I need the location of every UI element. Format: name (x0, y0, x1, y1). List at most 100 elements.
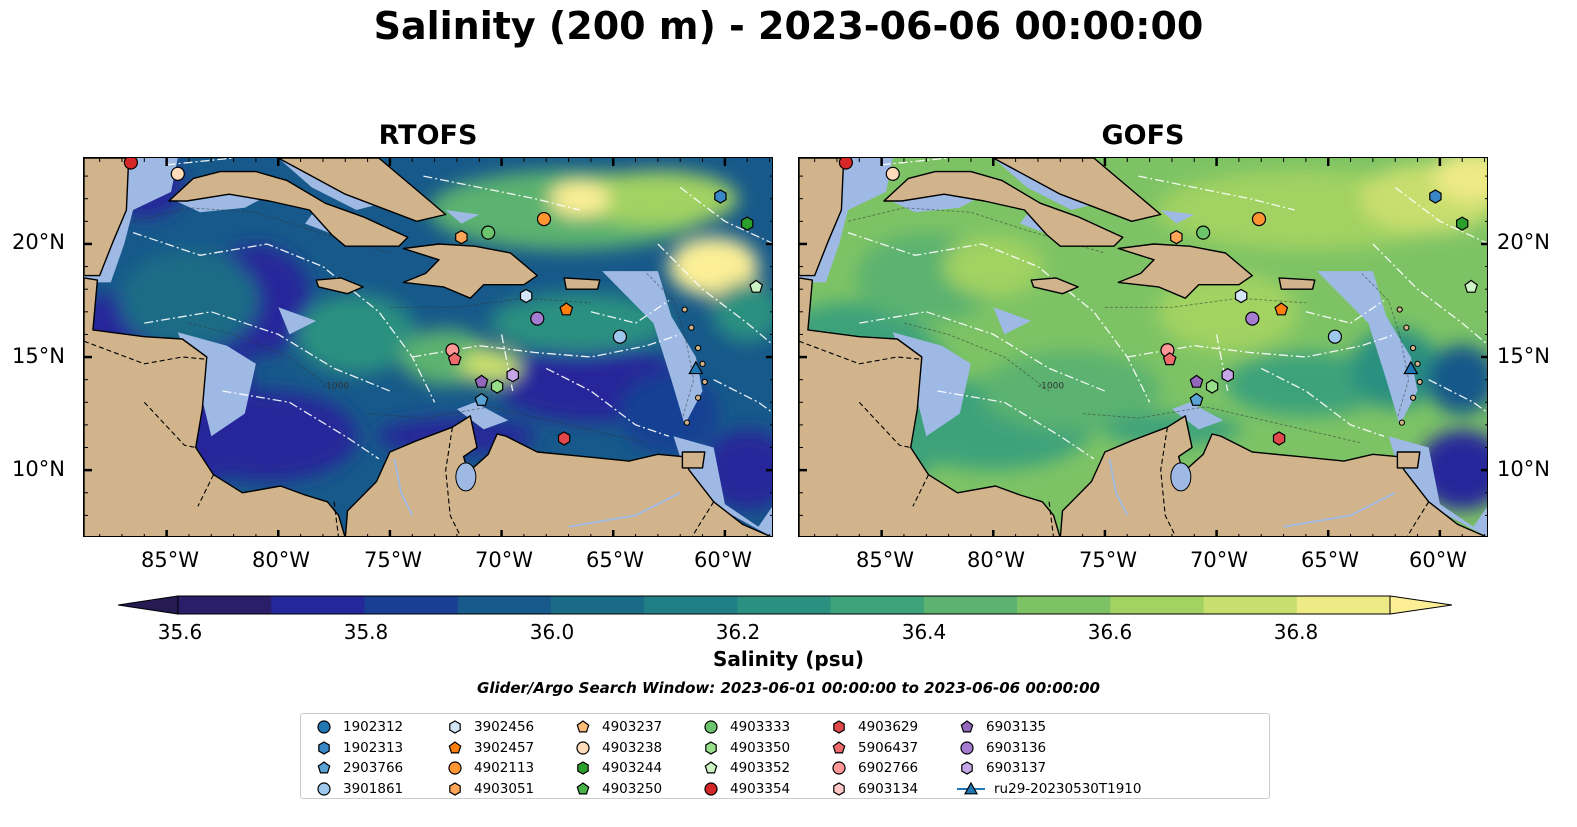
float-marker-4903333 (1196, 225, 1211, 240)
legend-item: 6903136 (956, 738, 1046, 758)
country-border (1048, 501, 1054, 536)
legend-marker-icon (704, 720, 718, 734)
legend-marker-icon (449, 720, 461, 734)
central-america-land (799, 277, 1061, 536)
river (568, 491, 681, 528)
lon-label-rtofs-75w: 75°W (364, 548, 422, 572)
main-title: Salinity (200 m) - 2023-06-06 00:00:00 (373, 4, 1204, 48)
lon-label-rtofs-65w: 65°W (586, 548, 644, 572)
legend-item: 6902766 (828, 758, 918, 778)
legend-marker (704, 781, 718, 796)
eez-boundary (545, 367, 670, 437)
legend-marker-icon (833, 720, 845, 734)
isobath-label: -1000 (1038, 382, 1064, 392)
float-marker-3902457 (559, 302, 574, 316)
lon-label-rtofs-80w: 80°W (252, 548, 310, 572)
float-marker-2903766 (1189, 392, 1204, 406)
colorbar-label: Salinity (psu) (712, 647, 864, 671)
country-border (445, 427, 462, 536)
legend-item: 4903350 (700, 738, 790, 758)
colorbar-tick: 36.2 (715, 620, 761, 644)
country-border (143, 401, 196, 449)
island (1396, 306, 1403, 313)
legend-marker (704, 720, 718, 734)
lake-maracaibo (455, 462, 477, 492)
legend-label: 5906437 (858, 739, 919, 756)
legend-item: 4903244 (572, 758, 662, 778)
legend-label: 4903051 (474, 780, 535, 797)
legend-marker (576, 781, 590, 794)
float-marker-4903352 (1464, 279, 1479, 293)
float-marker-4903238 (170, 166, 185, 181)
legend-label: 6902766 (858, 760, 919, 776)
lon-label-gofs-60w: 60°W (1409, 548, 1467, 572)
legend-marker (318, 740, 330, 755)
jamaica-land (1030, 277, 1079, 295)
country-border (84, 340, 207, 365)
lake-maracaibo (1170, 462, 1192, 492)
float-marker-4903354 (123, 158, 138, 170)
legend-item: 1902312 (313, 717, 403, 737)
legend-marker-icon (704, 781, 718, 796)
legend-label: 4903244 (602, 760, 663, 776)
legend-marker-icon (576, 740, 590, 755)
legend-item: 6903137 (956, 758, 1046, 778)
continental-shelf (1317, 271, 1418, 425)
hispaniola-land (402, 243, 538, 299)
colorbar-tick: 36.8 (1273, 620, 1319, 644)
legend-marker (317, 761, 331, 774)
legend-marker-icon (576, 720, 590, 733)
float-marker-4903051 (455, 230, 468, 245)
legend-label: 4902113 (474, 760, 535, 776)
float-marker-3902456 (1234, 288, 1248, 304)
colorbar-segment (178, 596, 272, 614)
legend-marker-icon (961, 761, 973, 775)
legend-item: 6903134 (828, 779, 918, 799)
legend-marker (832, 761, 846, 775)
continental-shelf (456, 402, 509, 430)
legend-label: 1902312 (343, 719, 404, 735)
legend-marker (833, 781, 845, 796)
island (681, 306, 688, 313)
lat-label-left-20: 20°N (12, 230, 65, 254)
legend-marker-icon (448, 740, 462, 753)
float-marker-1902313 (714, 189, 727, 204)
colorbar (117, 595, 1453, 615)
continental-shelf (602, 271, 703, 425)
legend-item: 4903238 (572, 738, 662, 758)
colorbar-segment (1110, 596, 1205, 614)
legend-marker-icon (317, 761, 331, 774)
eez-boundary (1138, 175, 1295, 211)
float-marker-6903135 (474, 374, 489, 388)
legend-marker-icon (576, 781, 590, 794)
island (1403, 324, 1410, 331)
float-marker-3902457 (1274, 302, 1289, 316)
country-border (1160, 427, 1177, 536)
colorbar-segment (1203, 596, 1298, 614)
legend-label: 6903137 (986, 760, 1047, 776)
colorbar-min-extend (117, 595, 179, 615)
lon-label-gofs-80w: 80°W (967, 548, 1025, 572)
legend-item: ru29-20230530T1910 (956, 779, 1141, 799)
legend-marker-icon (317, 720, 331, 734)
legend-marker (705, 740, 717, 755)
legend-marker-icon (832, 740, 846, 753)
legend-marker (577, 761, 589, 775)
float-marker-4903244 (740, 216, 754, 231)
legend-marker-icon (960, 740, 974, 755)
legend-item: 1902313 (313, 738, 403, 758)
legend-marker (576, 720, 590, 733)
panel-title-rtofs: RTOFS (378, 120, 478, 151)
country-border (197, 474, 214, 507)
float-marker-4903333 (481, 225, 496, 240)
isobath-contour (1082, 406, 1362, 444)
legend-marker-icon (317, 781, 331, 796)
legend-label: 3902456 (474, 719, 535, 735)
legend-label: 4903350 (730, 739, 791, 756)
float-marker-4903629 (557, 431, 571, 446)
island (688, 324, 695, 331)
colorbar-tick: 36.4 (901, 620, 947, 644)
jamaica-land (315, 277, 364, 295)
legend-item: 3902456 (444, 717, 534, 737)
eez-boundary (412, 333, 681, 358)
